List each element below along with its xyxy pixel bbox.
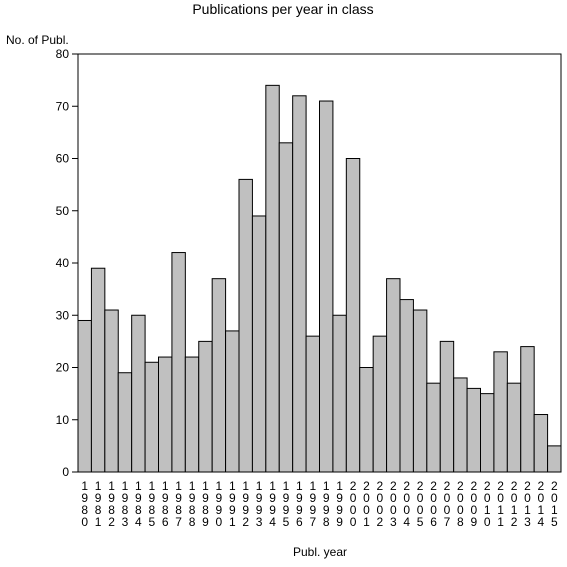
bar-1986 — [158, 356, 173, 473]
bar-1992 — [238, 178, 253, 473]
bar-1994 — [265, 84, 280, 473]
y-tick-label-50: 50 — [56, 204, 70, 218]
bar-2010 — [480, 393, 495, 473]
bar-1996 — [292, 95, 307, 473]
bar-2012 — [506, 382, 522, 473]
y-tick-label-80: 80 — [56, 47, 70, 61]
bar-2008 — [453, 377, 468, 473]
bar-1995 — [278, 142, 294, 473]
x-axis-label: Publ. year — [293, 545, 347, 559]
bar-2001 — [359, 367, 374, 473]
plot-area: 0 10 20 30 40 50 60 70 80 1 9 8 0 1 9 8 1 1 9 8 2 1 9 8 3 1 9 8 4 1 9 8… — [56, 47, 562, 529]
bar-2009 — [466, 387, 481, 473]
bar-2006 — [426, 382, 441, 473]
y-tick-label-70: 70 — [56, 99, 70, 113]
bar-2007 — [439, 340, 455, 473]
y-axis-label: No. of Publ. — [6, 33, 69, 47]
y-tick-label-0: 0 — [62, 465, 69, 479]
bar-1993 — [251, 215, 267, 473]
bar-1981 — [90, 267, 106, 473]
bar-1990 — [211, 278, 227, 473]
bar-1983 — [117, 372, 133, 473]
bar-2005 — [412, 309, 428, 473]
bar-1985 — [144, 361, 160, 473]
bar-2014 — [533, 414, 549, 473]
bar-1991 — [225, 330, 240, 473]
bar-1984 — [131, 314, 146, 473]
chart-title: Publications per year in class — [192, 1, 373, 17]
bar-2003 — [386, 278, 401, 473]
bar-2013 — [520, 346, 535, 473]
y-tick-label-60: 60 — [56, 152, 70, 166]
bar-1980 — [77, 319, 92, 473]
y-tick-label-30: 30 — [56, 308, 70, 322]
bar-1998 — [319, 100, 334, 473]
bar-1997 — [305, 335, 320, 473]
bar-2000 — [345, 158, 361, 473]
y-tick-label-20: 20 — [56, 361, 70, 375]
bar-2015 — [547, 445, 562, 473]
bar-2004 — [399, 299, 414, 473]
bar-1988 — [184, 356, 200, 473]
bar-1999 — [332, 314, 347, 473]
bar-1982 — [104, 309, 119, 473]
bar-2002 — [372, 335, 388, 473]
bar-1989 — [198, 340, 213, 473]
y-tick-label-40: 40 — [56, 256, 70, 270]
y-tick-label-10: 10 — [56, 413, 70, 427]
bar-2011 — [493, 351, 508, 473]
bar-1987 — [171, 252, 186, 473]
